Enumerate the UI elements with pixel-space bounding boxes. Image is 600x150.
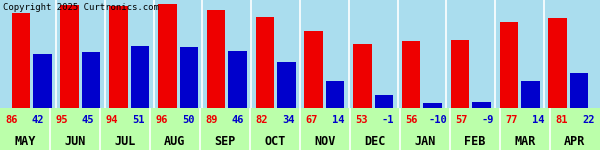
Text: 89: 89 bbox=[206, 115, 218, 125]
Text: MAR: MAR bbox=[514, 135, 536, 148]
Text: 50: 50 bbox=[182, 115, 194, 125]
Text: OCT: OCT bbox=[265, 135, 286, 148]
Text: 22: 22 bbox=[582, 115, 595, 125]
Bar bbox=[12, 13, 30, 108]
Bar bbox=[228, 51, 247, 108]
Text: Copyright 2025 Curtronics.com: Copyright 2025 Curtronics.com bbox=[3, 3, 159, 12]
Text: 14: 14 bbox=[332, 115, 344, 125]
Text: 46: 46 bbox=[232, 115, 244, 125]
Text: FEB: FEB bbox=[464, 135, 485, 148]
Text: 82: 82 bbox=[256, 115, 268, 125]
Bar bbox=[304, 31, 323, 108]
Text: MAY: MAY bbox=[14, 135, 35, 148]
Text: -1: -1 bbox=[382, 115, 394, 125]
Text: JUN: JUN bbox=[64, 135, 86, 148]
Text: APR: APR bbox=[565, 135, 586, 148]
Bar bbox=[353, 44, 372, 108]
Text: 86: 86 bbox=[5, 115, 18, 125]
Bar bbox=[33, 54, 52, 108]
Bar bbox=[179, 47, 198, 108]
Bar bbox=[326, 81, 344, 108]
Bar bbox=[207, 10, 226, 108]
Text: 34: 34 bbox=[282, 115, 295, 125]
Text: 53: 53 bbox=[356, 115, 368, 125]
Bar bbox=[61, 5, 79, 108]
Bar bbox=[374, 95, 393, 108]
Bar bbox=[158, 4, 176, 108]
Text: -10: -10 bbox=[429, 115, 448, 125]
Text: 51: 51 bbox=[132, 115, 145, 125]
Text: 14: 14 bbox=[532, 115, 544, 125]
Bar bbox=[131, 46, 149, 108]
Text: NOV: NOV bbox=[314, 135, 335, 148]
Text: 45: 45 bbox=[82, 115, 94, 125]
Bar bbox=[451, 40, 469, 108]
Bar bbox=[109, 6, 128, 108]
Text: AUG: AUG bbox=[164, 135, 185, 148]
Bar bbox=[402, 41, 421, 108]
Bar bbox=[521, 81, 539, 108]
Bar bbox=[424, 103, 442, 108]
Bar bbox=[570, 73, 588, 108]
Text: 94: 94 bbox=[106, 115, 118, 125]
Text: DEC: DEC bbox=[364, 135, 386, 148]
Bar bbox=[82, 52, 100, 108]
Text: 56: 56 bbox=[406, 115, 418, 125]
Text: -9: -9 bbox=[482, 115, 494, 125]
Bar bbox=[500, 22, 518, 108]
Text: 77: 77 bbox=[506, 115, 518, 125]
Text: 42: 42 bbox=[32, 115, 44, 125]
Text: 81: 81 bbox=[556, 115, 568, 125]
Text: 67: 67 bbox=[305, 115, 318, 125]
Text: 57: 57 bbox=[455, 115, 468, 125]
Text: 96: 96 bbox=[155, 115, 168, 125]
Text: SEP: SEP bbox=[214, 135, 236, 148]
Bar bbox=[277, 62, 296, 108]
Text: JAN: JAN bbox=[415, 135, 436, 148]
Text: 95: 95 bbox=[56, 115, 68, 125]
Bar bbox=[472, 102, 491, 108]
Text: JUL: JUL bbox=[115, 135, 136, 148]
Bar bbox=[548, 18, 567, 108]
Bar bbox=[256, 17, 274, 108]
